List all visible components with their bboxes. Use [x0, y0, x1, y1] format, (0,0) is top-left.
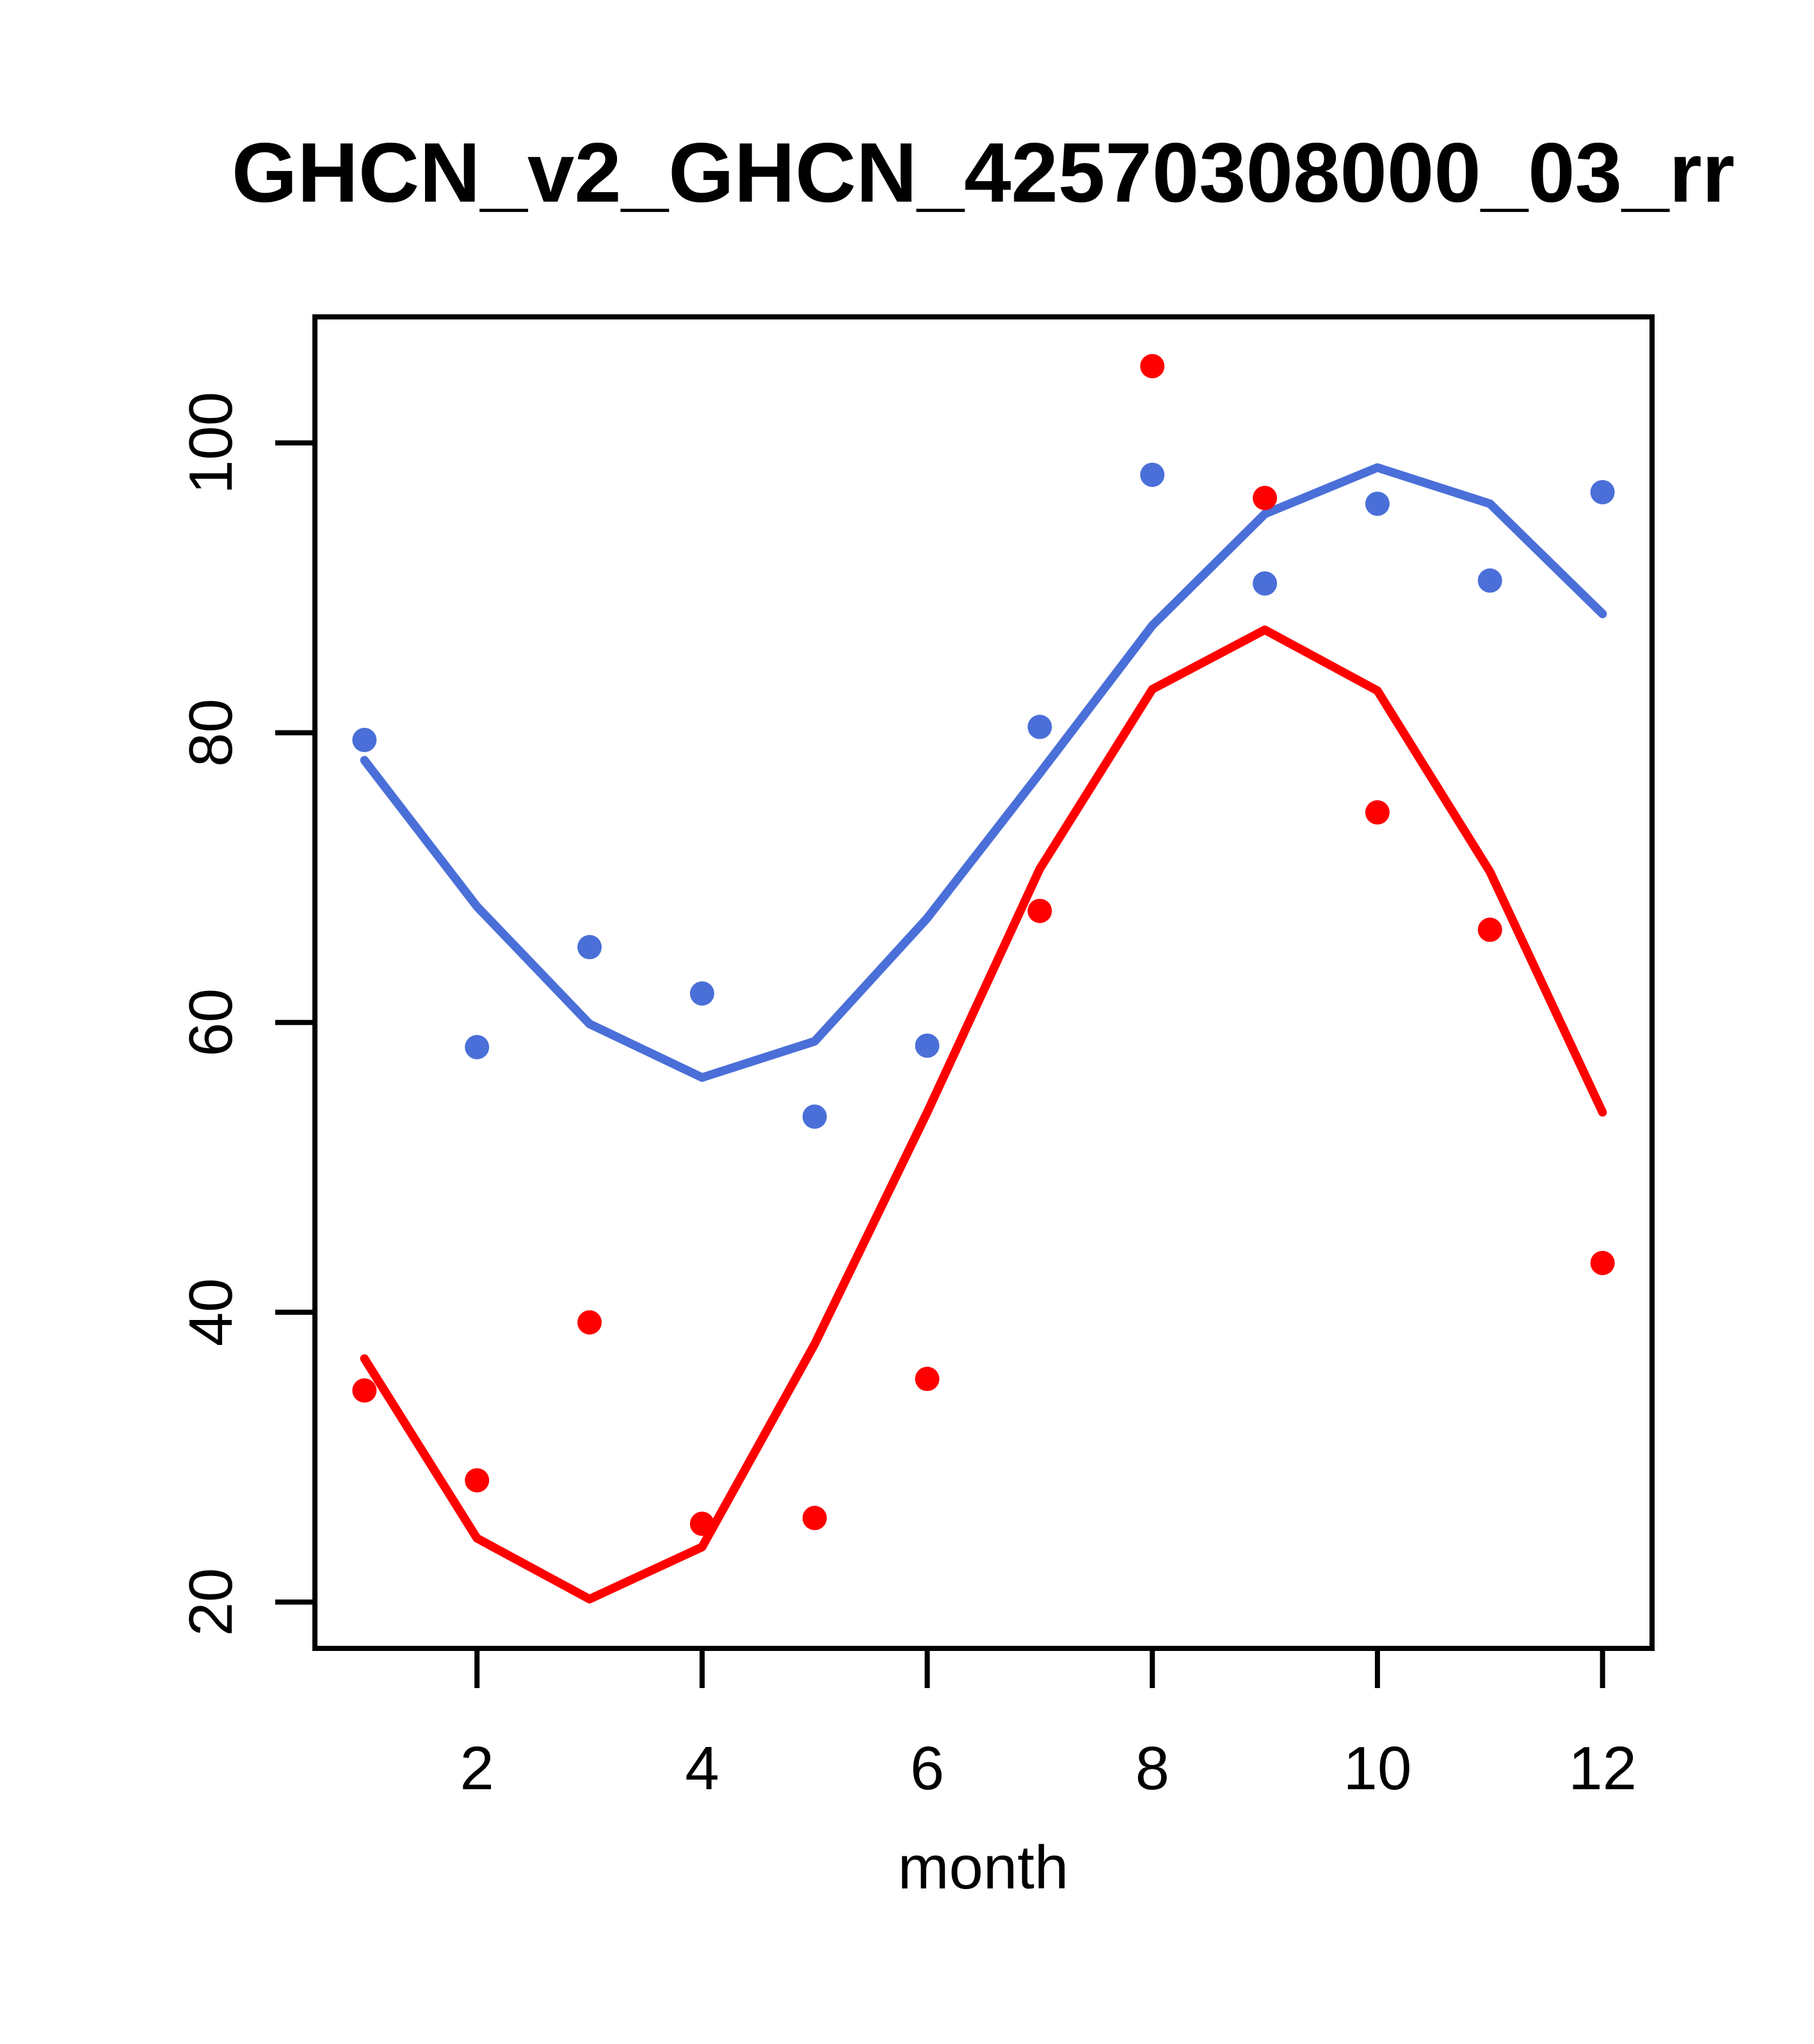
red-series-point: [1253, 485, 1278, 510]
red-series-smooth-line: [360, 625, 1607, 1604]
plot-box-border: [312, 314, 1655, 1651]
blue-series-point: [577, 935, 602, 960]
blue-series-point: [465, 1034, 490, 1059]
plot-title: GHCN_v2_GHCN_42570308000_03_rr: [232, 125, 1735, 220]
y-axis-ticks: [275, 440, 315, 1605]
blue-series-point: [915, 1033, 940, 1058]
red-series-point: [1590, 1250, 1615, 1275]
blue-series-point: [1365, 491, 1390, 516]
red-series-point: [689, 1511, 714, 1536]
blue-series-smooth-line: [360, 463, 1607, 1082]
x-axis-label: month: [898, 1833, 1069, 1902]
red-series-point: [577, 1310, 602, 1335]
x-axis-tick-labels: 2 4 6 8 10 12: [460, 1734, 1637, 1803]
smooth-lines-layer: [360, 463, 1607, 1604]
x-tick-label: 6: [910, 1734, 944, 1803]
x-tick-label: 10: [1344, 1734, 1412, 1803]
y-tick-label: 100: [177, 392, 245, 494]
y-tick-label: 20: [177, 1568, 245, 1636]
blue-series-point: [1140, 462, 1165, 487]
red-series-point: [352, 1378, 377, 1403]
data-points-layer: [352, 353, 1615, 1536]
red-series-point: [915, 1367, 940, 1392]
blue-series-point: [352, 727, 377, 752]
red-series-point: [1365, 800, 1390, 825]
blue-series-point: [689, 981, 714, 1006]
red-series-point: [465, 1468, 490, 1493]
red-series-point: [1027, 898, 1052, 923]
y-tick-label: 40: [177, 1278, 245, 1347]
x-tick-label: 12: [1568, 1734, 1637, 1803]
red-series-point: [1477, 917, 1502, 942]
blue-series-point: [1590, 479, 1615, 504]
x-tick-label: 8: [1136, 1734, 1169, 1803]
blue-series-point: [802, 1104, 827, 1129]
red-series-point: [1140, 353, 1165, 378]
x-tick-label: 4: [685, 1734, 719, 1803]
blue-series-point: [1027, 714, 1052, 739]
x-axis-ticks: [474, 1648, 1605, 1688]
y-axis-tick-labels: 20 40 60 80 100: [177, 392, 245, 1636]
x-tick-label: 2: [460, 1734, 494, 1803]
blue-series-point: [1253, 571, 1278, 596]
y-tick-label: 80: [177, 698, 245, 767]
blue-series-point: [1477, 568, 1502, 593]
red-series-point: [802, 1506, 827, 1531]
y-tick-label: 60: [177, 988, 245, 1057]
